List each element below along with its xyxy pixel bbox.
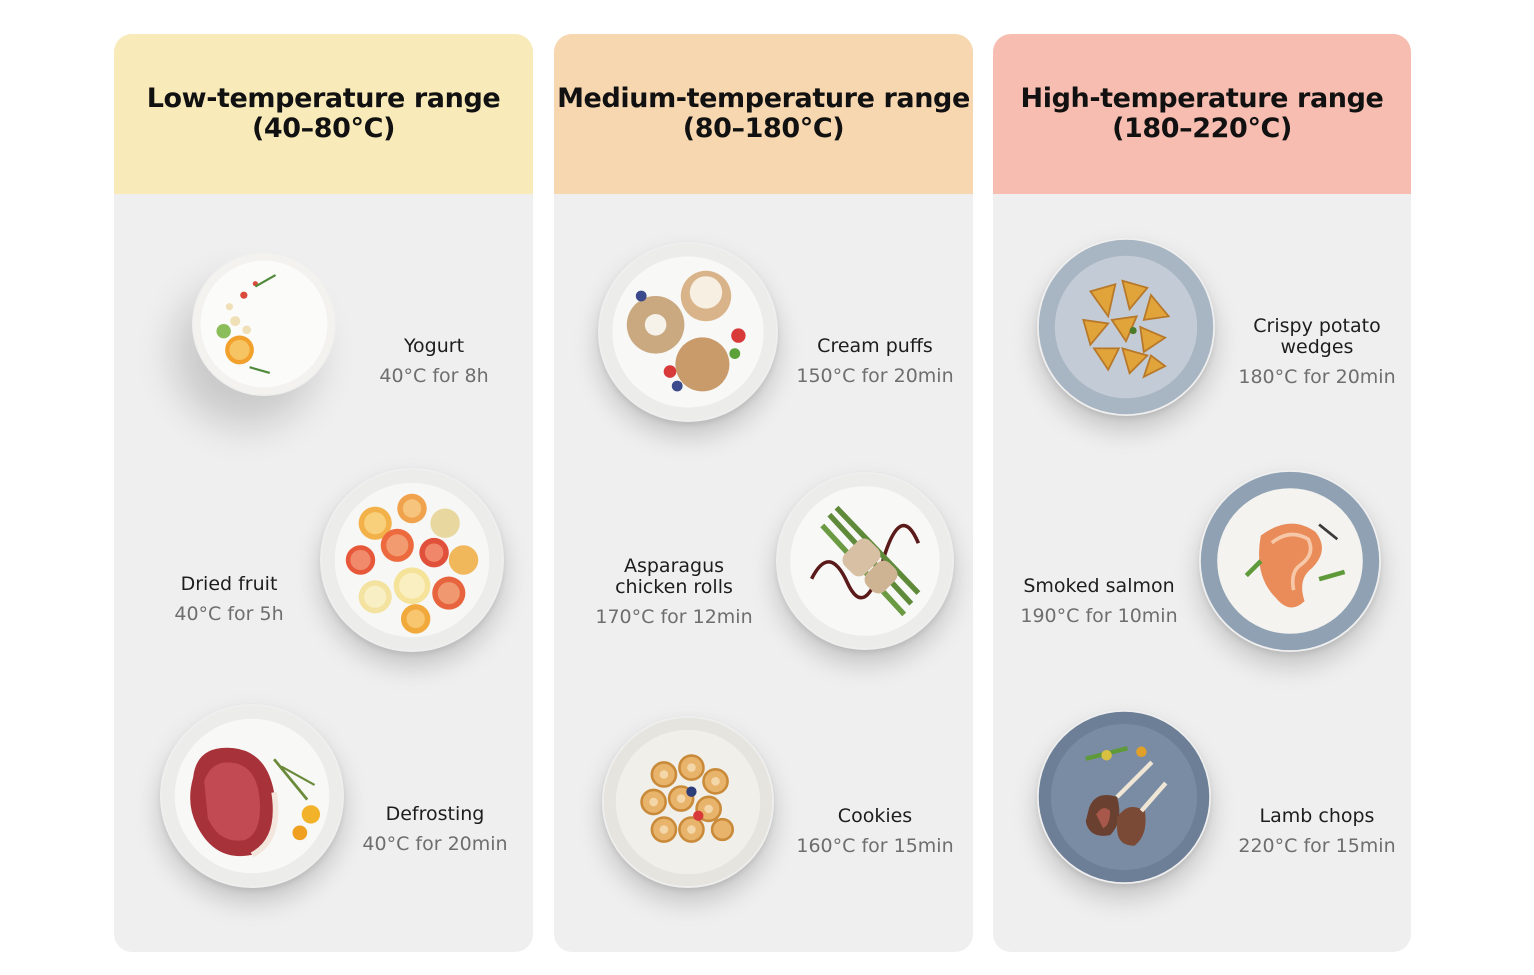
food-label: Cream puffs 150°C for 20min [790,335,960,388]
steak-plate-icon [160,704,344,888]
asparagus-rolls-plate-icon [776,472,954,650]
dried-fruit-plate-icon [320,468,504,652]
food-time: 150°C for 20min [796,365,954,387]
food-item-yogurt: Yogurt 40°C for 8h [114,234,533,454]
food-label: Yogurt 40°C for 8h [354,335,514,388]
column-low-temperature: Low-temperature range (40–80°C) Yogurt [114,34,533,952]
food-label: Smoked salmon 190°C for 10min [1017,575,1181,628]
food-name-line-2: wedges [1280,336,1354,358]
food-name: Cream puffs [817,335,933,357]
food-label: Cookies 160°C for 15min [790,805,960,858]
food-name: Cookies [837,805,913,827]
column-range: (80–180°C) [682,113,845,144]
food-label: Defrosting 40°C for 20min [354,803,516,856]
food-time: 40°C for 8h [379,365,489,387]
food-label: Lamb chops 220°C for 15min [1227,805,1407,858]
column-high-temperature: High-temperature range (180–220°C) Crisp… [993,34,1411,952]
column-title: Medium-temperature range [557,83,970,114]
food-time: 40°C for 5h [174,603,284,625]
food-item-cookies: Cookies 160°C for 15min [554,694,973,914]
yogurt-bowl-icon [192,252,336,396]
food-label: Asparagus chicken rolls 170°C for 12min [584,555,764,629]
food-item-crispy-potato-wedges: Crispy potato wedges 180°C for 20min [993,234,1411,454]
cookies-plate-icon [602,716,774,888]
potato-wedges-plate-icon [1037,238,1215,416]
column-range: (180–220°C) [1112,113,1292,144]
column-title: Low-temperature range [146,83,501,114]
food-name: Smoked salmon [1023,575,1175,597]
food-item-dried-fruit: Dried fruit 40°C for 5h [114,464,533,684]
food-label: Crispy potato wedges 180°C for 20min [1229,315,1405,389]
food-name-line-2: chicken rolls [615,576,733,598]
food-item-smoked-salmon: Smoked salmon 190°C for 10min [993,464,1411,684]
food-time: 160°C for 15min [796,835,954,857]
food-item-lamb-chops: Lamb chops 220°C for 15min [993,694,1411,914]
salmon-plate-icon [1199,470,1381,652]
cream-puffs-plate-icon [598,242,778,422]
column-header: Medium-temperature range (80–180°C) [554,34,973,194]
column-title: High-temperature range [1020,83,1384,114]
food-time: 180°C for 20min [1238,366,1396,388]
column-header: Low-temperature range (40–80°C) [114,34,533,194]
food-name: Dried fruit [180,573,278,595]
food-name: Defrosting [385,803,485,825]
food-time: 40°C for 20min [362,833,508,855]
lamb-chops-plate-icon [1037,710,1211,884]
food-name: Yogurt [403,335,465,357]
food-item-cream-puffs: Cream puffs 150°C for 20min [554,234,973,454]
column-medium-temperature: Medium-temperature range (80–180°C) Crea… [554,34,973,952]
food-time: 170°C for 12min [595,606,753,628]
food-label: Dried fruit 40°C for 5h [154,573,304,626]
food-item-asparagus-chicken-rolls: Asparagus chicken rolls 170°C for 12min [554,464,973,684]
food-item-defrosting: Defrosting 40°C for 20min [114,694,533,914]
column-header: High-temperature range (180–220°C) [993,34,1411,194]
food-name: Lamb chops [1259,805,1375,827]
food-name: Crispy potato [1253,315,1381,337]
column-range: (40–80°C) [251,113,396,144]
food-time: 220°C for 15min [1238,835,1396,857]
food-time: 190°C for 10min [1020,605,1178,627]
food-name: Asparagus [623,555,725,577]
